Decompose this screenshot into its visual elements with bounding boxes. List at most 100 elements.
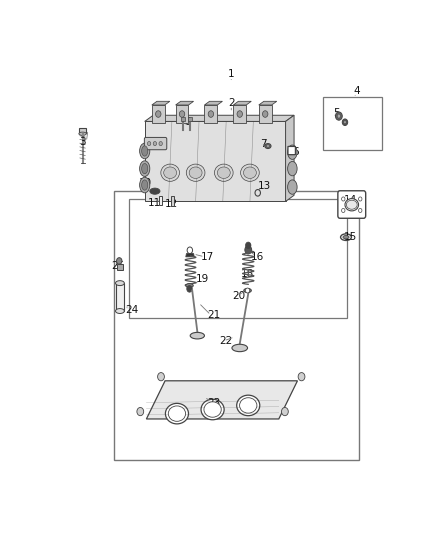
Ellipse shape <box>159 142 162 146</box>
Circle shape <box>359 197 362 201</box>
Circle shape <box>282 407 288 416</box>
FancyBboxPatch shape <box>338 191 366 219</box>
Circle shape <box>237 111 243 117</box>
Polygon shape <box>286 115 294 201</box>
Circle shape <box>342 119 348 126</box>
Text: 24: 24 <box>126 305 139 315</box>
Bar <box>188 117 192 122</box>
Ellipse shape <box>189 167 202 179</box>
Ellipse shape <box>237 395 260 416</box>
Text: 14: 14 <box>343 195 357 205</box>
Ellipse shape <box>288 180 297 194</box>
FancyBboxPatch shape <box>288 147 295 155</box>
Ellipse shape <box>79 132 86 135</box>
Text: 16: 16 <box>251 252 264 262</box>
Ellipse shape <box>288 161 297 176</box>
Ellipse shape <box>265 143 271 149</box>
Text: 4: 4 <box>353 86 360 95</box>
Ellipse shape <box>141 180 148 190</box>
Ellipse shape <box>240 164 259 181</box>
Ellipse shape <box>140 161 150 176</box>
Ellipse shape <box>116 281 124 286</box>
Circle shape <box>298 373 305 381</box>
Ellipse shape <box>166 403 188 424</box>
Polygon shape <box>145 115 294 122</box>
Circle shape <box>246 242 251 248</box>
Bar <box>323 97 382 150</box>
Text: 3: 3 <box>79 137 86 147</box>
Polygon shape <box>233 101 251 105</box>
Circle shape <box>342 197 345 201</box>
Ellipse shape <box>341 234 351 240</box>
Ellipse shape <box>148 142 151 146</box>
Ellipse shape <box>215 164 233 181</box>
Bar <box>205 105 217 124</box>
Ellipse shape <box>141 164 148 174</box>
Bar <box>152 105 165 124</box>
FancyBboxPatch shape <box>145 138 167 150</box>
Ellipse shape <box>186 284 193 288</box>
Text: 23: 23 <box>208 398 221 408</box>
Ellipse shape <box>346 200 357 209</box>
Ellipse shape <box>150 188 160 194</box>
Text: 1: 1 <box>228 69 235 79</box>
Ellipse shape <box>164 167 177 179</box>
Text: 19: 19 <box>196 274 209 285</box>
Bar <box>246 244 250 247</box>
Text: 15: 15 <box>343 232 357 242</box>
Polygon shape <box>186 254 194 257</box>
Ellipse shape <box>240 398 257 413</box>
Circle shape <box>117 257 122 264</box>
Bar <box>116 283 124 311</box>
Circle shape <box>179 111 185 117</box>
Polygon shape <box>146 381 297 419</box>
Ellipse shape <box>161 164 180 181</box>
Polygon shape <box>205 101 223 105</box>
Ellipse shape <box>204 402 221 417</box>
Circle shape <box>155 111 161 117</box>
Bar <box>117 264 123 270</box>
Bar <box>176 105 188 124</box>
Bar <box>159 196 162 205</box>
Ellipse shape <box>190 333 205 339</box>
Text: 17: 17 <box>201 252 214 262</box>
Polygon shape <box>259 101 277 105</box>
Ellipse shape <box>345 199 359 211</box>
Text: 10: 10 <box>139 178 152 188</box>
Ellipse shape <box>140 143 150 159</box>
Ellipse shape <box>244 288 251 293</box>
Text: 8: 8 <box>184 117 191 127</box>
Circle shape <box>137 407 144 416</box>
Text: 22: 22 <box>219 336 233 346</box>
Ellipse shape <box>232 344 247 352</box>
Circle shape <box>187 286 192 292</box>
Circle shape <box>342 208 345 213</box>
Polygon shape <box>176 101 194 105</box>
Text: 7: 7 <box>260 139 267 149</box>
Ellipse shape <box>140 177 150 193</box>
Bar <box>171 196 173 206</box>
Circle shape <box>337 114 341 118</box>
Text: 9: 9 <box>153 138 160 148</box>
Text: 18: 18 <box>241 269 254 279</box>
Circle shape <box>359 208 362 213</box>
Circle shape <box>208 111 214 117</box>
Text: 6: 6 <box>293 147 299 157</box>
Text: 2: 2 <box>228 98 235 108</box>
Text: 25: 25 <box>111 261 124 271</box>
Ellipse shape <box>201 399 224 420</box>
Bar <box>130 199 347 318</box>
Bar <box>114 191 359 460</box>
Ellipse shape <box>116 309 124 313</box>
Circle shape <box>187 247 193 254</box>
Polygon shape <box>145 122 286 201</box>
Bar <box>233 105 246 124</box>
Ellipse shape <box>153 142 156 146</box>
Text: 12: 12 <box>165 199 179 209</box>
Text: 13: 13 <box>258 181 271 191</box>
Ellipse shape <box>244 167 256 179</box>
Polygon shape <box>152 101 170 105</box>
Circle shape <box>158 373 164 381</box>
Circle shape <box>336 112 342 120</box>
Bar <box>79 128 86 133</box>
